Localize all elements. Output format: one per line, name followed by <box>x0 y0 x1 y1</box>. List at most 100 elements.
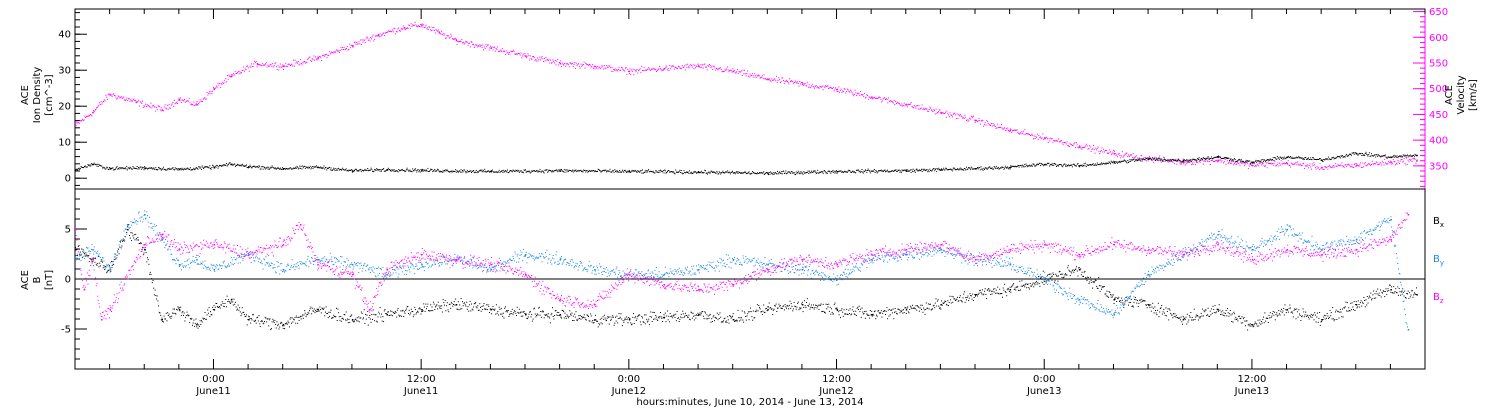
bx-series-point <box>537 314 539 316</box>
velocity-series-point <box>647 68 649 70</box>
bx-series-point <box>84 253 85 255</box>
velocity-series-point <box>869 96 871 98</box>
velocity-series-point <box>866 94 868 96</box>
velocity-series-point <box>1411 160 1413 162</box>
bx-series-point <box>453 301 455 303</box>
density-series-point <box>756 172 758 174</box>
density-series-point <box>760 172 762 174</box>
density-series-point <box>266 167 268 169</box>
velocity-series-point <box>651 68 653 70</box>
bx-series-point <box>812 307 814 309</box>
bx-series-point <box>668 315 670 317</box>
velocity-series-point <box>388 30 390 32</box>
velocity-series-point <box>282 64 284 66</box>
density-series-point <box>1344 156 1346 158</box>
density-series-point <box>1137 160 1138 162</box>
velocity-series-point <box>1073 143 1075 145</box>
velocity-series-point <box>106 98 108 100</box>
density-series-point <box>635 170 637 172</box>
density-series-point <box>342 167 344 169</box>
velocity-series-point <box>578 63 580 65</box>
bx-series-point <box>171 315 173 317</box>
density-series-point <box>714 172 716 174</box>
velocity-series-point <box>489 47 491 49</box>
bx-series-point <box>272 318 274 320</box>
density-series-point <box>241 163 243 165</box>
density-series-point <box>1362 153 1363 155</box>
density-series-point <box>899 171 901 173</box>
bx-series-point <box>81 248 83 250</box>
bx-series-point <box>647 320 649 322</box>
velocity-series-point <box>730 69 731 71</box>
density-series-point <box>1091 164 1093 166</box>
bx-series-point <box>824 312 826 313</box>
velocity-series-point <box>142 100 143 102</box>
bx-series-point <box>254 320 256 322</box>
velocity-series-point <box>635 70 636 72</box>
density-series-point <box>385 169 387 171</box>
density-series-point <box>592 170 594 172</box>
velocity-series-point <box>534 60 536 62</box>
bx-series-point <box>228 299 229 301</box>
density-series-point <box>637 171 639 173</box>
bx-series-point <box>378 311 380 313</box>
bx-series-point <box>783 305 785 307</box>
velocity-series-point <box>540 57 542 59</box>
density-series-point <box>599 170 601 172</box>
density-series-point <box>422 169 424 171</box>
density-series-point <box>1131 159 1133 161</box>
velocity-series-point <box>366 36 368 38</box>
velocity-series-point <box>758 74 759 76</box>
bx-series-point <box>631 323 633 325</box>
bx-series-point <box>435 306 436 308</box>
density-series-point <box>450 171 452 173</box>
density-series-point <box>429 170 431 172</box>
velocity-series-point <box>620 69 622 71</box>
density-series-point <box>513 170 515 172</box>
density-series-point <box>1239 159 1241 161</box>
velocity-series-point <box>695 67 696 69</box>
density-series-point <box>995 165 997 167</box>
density-series-point <box>201 168 202 170</box>
velocity-series-point <box>1109 149 1111 151</box>
density-series-point <box>651 171 652 172</box>
density-series-point <box>850 171 852 173</box>
density-series-point <box>990 168 992 169</box>
density-series-point <box>1410 156 1412 158</box>
velocity-series-point <box>632 68 634 70</box>
bx-series-point <box>719 312 721 314</box>
velocity-series-point <box>222 81 224 83</box>
density-series-point <box>1294 157 1296 159</box>
density-series-point <box>293 167 295 169</box>
bx-series-point <box>703 318 705 320</box>
velocity-series-point <box>794 80 796 82</box>
velocity-series-point <box>984 122 986 124</box>
velocity-series-point <box>267 64 269 66</box>
velocity-series-point <box>1332 166 1334 168</box>
density-series-point <box>1299 157 1300 159</box>
density-series-point <box>437 169 439 171</box>
bx-series-point <box>556 314 558 316</box>
velocity-series-point <box>1091 148 1093 150</box>
density-series-point <box>1264 160 1266 162</box>
velocity-series-point <box>533 56 534 57</box>
density-series-point <box>1188 161 1190 163</box>
density-series-point <box>1375 154 1377 156</box>
density-series-point <box>1285 157 1287 159</box>
bx-series-point <box>313 308 315 310</box>
bx-series-point <box>207 312 209 314</box>
velocity-series-point <box>569 62 571 63</box>
density-series-point <box>432 170 434 172</box>
bx-series-point <box>279 326 281 328</box>
velocity-series-point <box>1160 161 1162 163</box>
bx-series-point <box>330 309 332 311</box>
bx-series-point <box>102 261 103 263</box>
bx-series-point <box>249 318 251 320</box>
velocity-series-value <box>905 104 908 106</box>
velocity-series-point <box>699 67 701 68</box>
bx-series-point <box>108 269 110 271</box>
bx-series-point <box>277 323 279 325</box>
velocity-series-point <box>412 24 414 26</box>
density-series-point <box>1317 158 1318 160</box>
velocity-series-point <box>580 63 582 65</box>
